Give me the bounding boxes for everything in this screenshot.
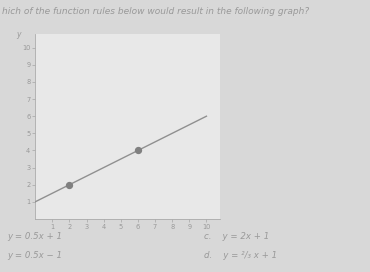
Text: d.    y = ²/₃ x + 1: d. y = ²/₃ x + 1 — [204, 251, 277, 260]
Text: hich of the function rules below would result in the following graph?: hich of the function rules below would r… — [2, 7, 309, 16]
Text: y = 0.5x + 1: y = 0.5x + 1 — [7, 232, 63, 241]
Point — [135, 148, 141, 153]
Text: c.    y = 2x + 1: c. y = 2x + 1 — [204, 232, 269, 241]
Text: y: y — [16, 30, 20, 39]
Point — [67, 183, 73, 187]
Text: y = 0.5x − 1: y = 0.5x − 1 — [7, 251, 63, 260]
